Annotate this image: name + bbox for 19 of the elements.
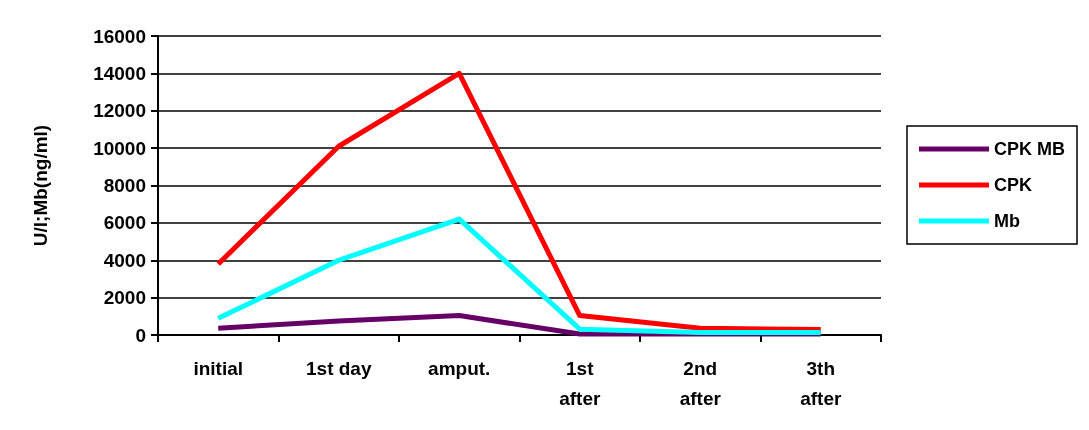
x-tick-label: 1st after <box>559 357 601 409</box>
y-tick-label: 2000 <box>103 287 146 309</box>
y-tick-label: 8000 <box>103 175 146 196</box>
y-axis-title: U/l;Mb(ng/ml) <box>30 124 51 247</box>
y-tick-label: 10000 <box>93 137 146 159</box>
y-tick-label: 6000 <box>103 212 146 234</box>
x-tick-label: amput. <box>428 357 491 379</box>
legend-label: CPK <box>994 175 1033 195</box>
x-tick-label: 2nd after <box>679 357 722 409</box>
x-tick-label: 3th after <box>800 357 842 409</box>
x-tick-label: initial <box>193 357 244 379</box>
legend-label: Mb <box>994 211 1020 231</box>
y-tick-label: 16000 <box>93 25 146 47</box>
legend-label: CPK MB <box>994 139 1065 159</box>
y-tick-label: 4000 <box>103 249 146 271</box>
y-tick-label: 14000 <box>93 62 146 84</box>
y-tick-label: 0 <box>135 324 146 346</box>
x-tick-label: 1st day <box>306 357 372 379</box>
y-tick-label: 12000 <box>93 100 146 122</box>
